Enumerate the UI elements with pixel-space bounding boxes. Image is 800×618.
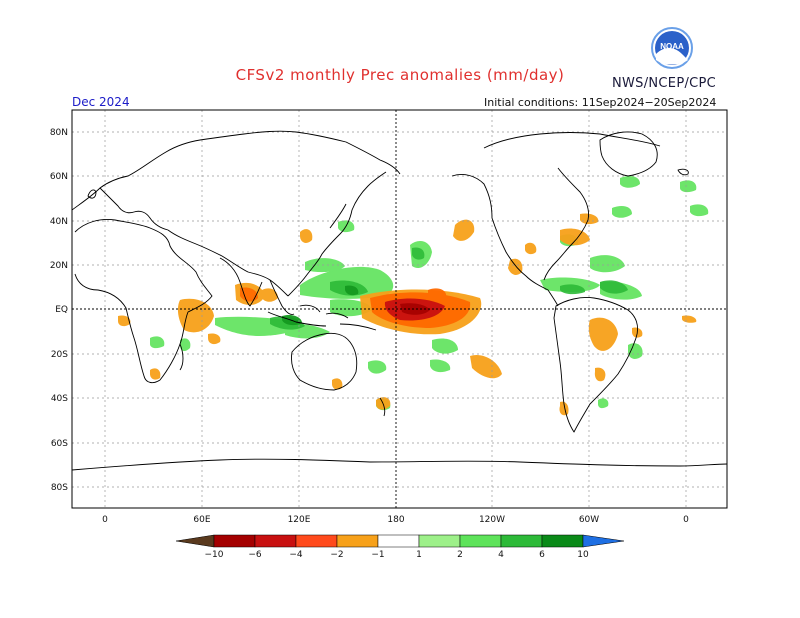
colorbar-label: −6: [248, 550, 262, 560]
initial-conditions-label: Initial conditions: 11Sep2024−20Sep2024: [484, 96, 717, 109]
colorbar-swatch: [459, 534, 502, 548]
lat-label: 80N: [50, 128, 68, 138]
valid-month-label: Dec 2024: [72, 95, 130, 109]
lon-label: 60W: [579, 515, 599, 525]
colorbar: −10 −6 −4 −2 −1 1 2 4 6 10: [175, 534, 625, 560]
lat-axis: 80N 60N 40N 20N EQ 20S 40S 60S 80S: [50, 128, 68, 493]
noaa-logo: NOAA: [651, 27, 693, 69]
lat-label: 20S: [51, 350, 68, 360]
colorbar-label: 4: [498, 550, 504, 560]
lat-label: 60S: [51, 439, 68, 449]
colorbar-label: 6: [539, 550, 545, 560]
noaa-logo-text: NOAA: [660, 42, 684, 51]
colorbar-extend-low: [175, 534, 215, 548]
colorbar-label: −10: [205, 550, 224, 560]
colorbar-label: −1: [371, 550, 384, 560]
colorbar-swatch: [377, 534, 420, 548]
organization-label: NWS/NCEP/CPC: [612, 76, 717, 91]
colorbar-label: 10: [577, 550, 589, 560]
map-frame: [71, 109, 728, 509]
lat-label: 80S: [51, 483, 68, 493]
lon-label: 180: [387, 515, 404, 525]
colorbar-swatch: [418, 534, 461, 548]
graticule: [72, 110, 727, 508]
lon-label: 120W: [479, 515, 505, 525]
lon-label: 120E: [288, 515, 311, 525]
colorbar-swatch: [541, 534, 584, 548]
lon-label: 0: [102, 515, 108, 525]
colorbar-label: −4: [289, 550, 303, 560]
lon-label: 60E: [193, 515, 210, 525]
lat-label: 20N: [50, 261, 68, 271]
colorbar-swatch: [254, 534, 297, 548]
lat-label: EQ: [55, 305, 68, 315]
chart-title: CFSv2 monthly Prec anomalies (mm/day): [235, 66, 565, 84]
colorbar-label: −2: [330, 550, 343, 560]
colorbar-label: 1: [416, 550, 422, 560]
coastlines: [71, 130, 728, 471]
lat-label: 40N: [50, 217, 68, 227]
lat-label: 40S: [51, 394, 68, 404]
lon-label: 0: [683, 515, 689, 525]
colorbar-swatch: [336, 534, 379, 548]
colorbar-swatch: [500, 534, 543, 548]
colorbar-extend-high: [582, 534, 625, 548]
colorbar-swatch: [295, 534, 338, 548]
colorbar-swatch: [213, 534, 256, 548]
colorbar-label: 2: [457, 550, 463, 560]
lat-label: 60N: [50, 172, 68, 182]
lon-axis: 0 60E 120E 180 120W 60W 0: [102, 515, 689, 525]
